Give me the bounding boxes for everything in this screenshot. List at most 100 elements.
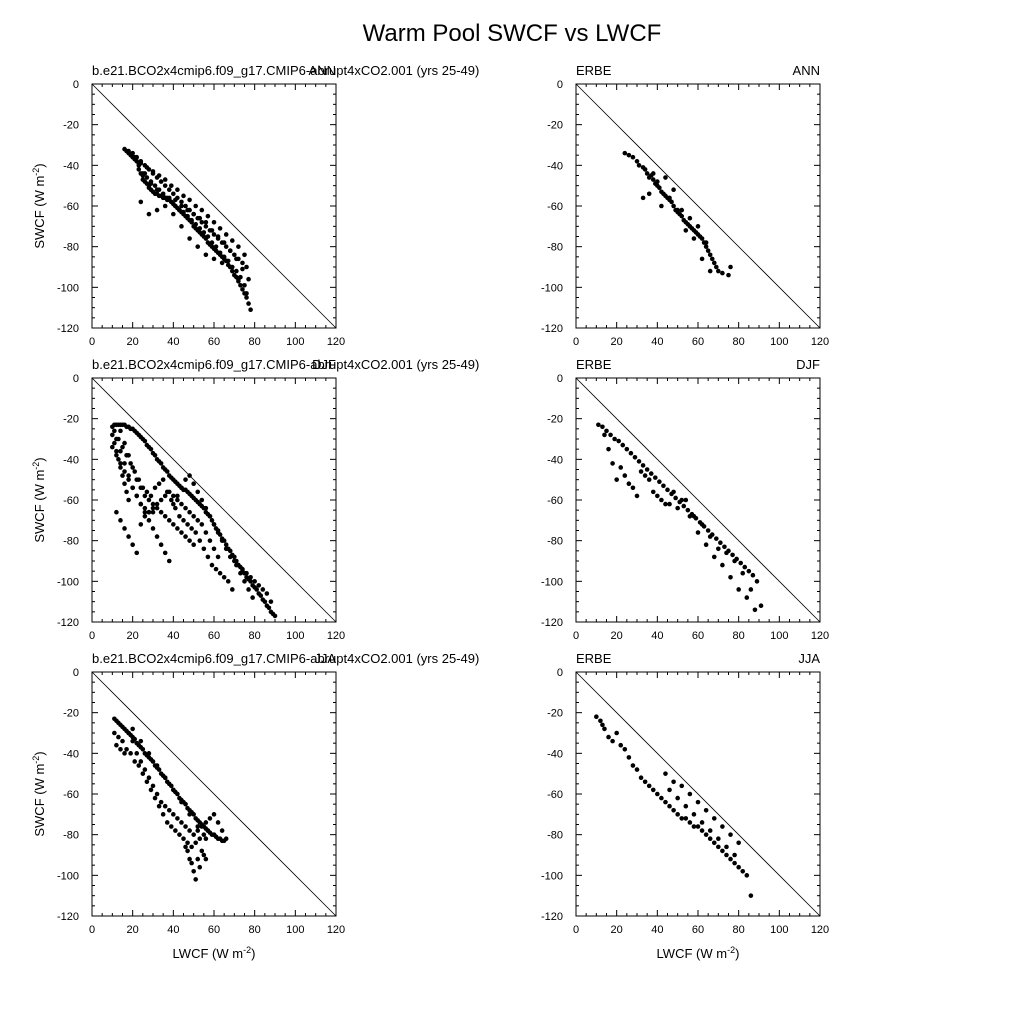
- data-point: [728, 856, 733, 862]
- data-point: [691, 513, 697, 519]
- data-point: [156, 767, 162, 772]
- data-point: [158, 509, 164, 515]
- data-point: [642, 473, 648, 478]
- data-point: [203, 505, 209, 511]
- x-tick-label: 100: [286, 630, 304, 642]
- data-point: [262, 599, 268, 604]
- data-point: [191, 868, 196, 874]
- data-point: [667, 787, 672, 793]
- data-point: [112, 428, 117, 434]
- data-point: [215, 234, 221, 239]
- data-point: [173, 197, 178, 203]
- data-point: [620, 442, 626, 448]
- data-point: [209, 518, 215, 523]
- data-point: [685, 507, 691, 513]
- data-point: [175, 493, 180, 499]
- data-point: [687, 215, 693, 221]
- data-point: [116, 457, 121, 462]
- data-point: [602, 432, 607, 438]
- data-point: [162, 775, 168, 781]
- y-tick-label: -80: [547, 242, 563, 254]
- data-point: [183, 801, 188, 807]
- y-tick-label: -120: [57, 323, 79, 335]
- data-point: [169, 497, 174, 503]
- data-point: [164, 469, 170, 474]
- reference-line: [91, 377, 337, 623]
- panel-1: 0 20 40 60 80 100 120 0 -20 -40 -60 -80 -100 -120 b.e2…: [31, 63, 479, 348]
- data-point: [667, 195, 672, 201]
- data-point: [126, 497, 131, 503]
- x-tick-label: 0: [573, 630, 579, 642]
- data-point: [146, 497, 152, 503]
- data-point: [150, 505, 156, 511]
- y-tick-label: -20: [63, 414, 79, 426]
- data-point: [201, 546, 207, 552]
- data-point: [244, 291, 249, 296]
- data-point: [732, 852, 737, 858]
- y-tick-label: -80: [63, 536, 79, 548]
- data-point: [669, 199, 674, 205]
- data-point: [118, 746, 123, 752]
- panel-right-title: ANN: [309, 63, 336, 78]
- data-point: [181, 193, 186, 199]
- data-point: [659, 497, 664, 503]
- data-point: [162, 203, 168, 209]
- data-point: [160, 191, 166, 197]
- data-point: [187, 538, 192, 543]
- data-point: [142, 493, 148, 499]
- data-point: [183, 505, 188, 511]
- data-point: [138, 161, 144, 166]
- data-point: [158, 497, 164, 503]
- data-point: [695, 530, 701, 535]
- data-point: [203, 219, 209, 225]
- data-point: [126, 148, 131, 154]
- data-point: [221, 254, 227, 260]
- data-point: [596, 422, 601, 428]
- data-point: [644, 467, 650, 472]
- panel-left-title: b.e21.BCO2x4cmip6.f09_g17.CMIP6-abrupt4x…: [92, 357, 479, 372]
- data-point: [264, 591, 270, 596]
- data-point: [221, 240, 227, 245]
- y-tick-label: -80: [63, 242, 79, 254]
- data-point: [671, 807, 676, 813]
- data-point: [268, 599, 274, 604]
- data-point: [130, 150, 135, 156]
- data-point: [258, 593, 264, 598]
- data-point: [166, 187, 172, 193]
- data-point: [181, 518, 186, 523]
- data-point: [614, 730, 619, 736]
- data-point: [171, 501, 176, 507]
- data-point: [705, 248, 711, 254]
- reference-line: [91, 83, 337, 329]
- data-point: [687, 791, 693, 797]
- data-point: [606, 446, 611, 452]
- y-tick-label: -120: [57, 617, 79, 629]
- data-point: [120, 444, 125, 450]
- data-point: [250, 595, 255, 600]
- data-point: [171, 211, 176, 217]
- data-point: [650, 171, 656, 176]
- data-point: [650, 787, 656, 793]
- data-point: [227, 248, 233, 254]
- data-point: [154, 534, 160, 539]
- data-point: [683, 816, 689, 821]
- data-point: [748, 587, 754, 592]
- data-point: [122, 751, 127, 756]
- data-point: [146, 518, 152, 523]
- data-point: [193, 877, 198, 882]
- data-point: [134, 751, 140, 756]
- data-point: [152, 485, 158, 491]
- data-point: [659, 795, 664, 801]
- data-point: [707, 534, 713, 539]
- data-point: [179, 485, 184, 491]
- data-point: [748, 893, 754, 898]
- data-point: [691, 824, 697, 829]
- data-point: [663, 175, 668, 180]
- data-point: [191, 812, 196, 817]
- data-point: [248, 307, 253, 313]
- data-point: [164, 820, 170, 825]
- data-point: [752, 607, 758, 613]
- data-point: [195, 856, 201, 862]
- data-point: [118, 518, 123, 523]
- data-point: [154, 207, 160, 213]
